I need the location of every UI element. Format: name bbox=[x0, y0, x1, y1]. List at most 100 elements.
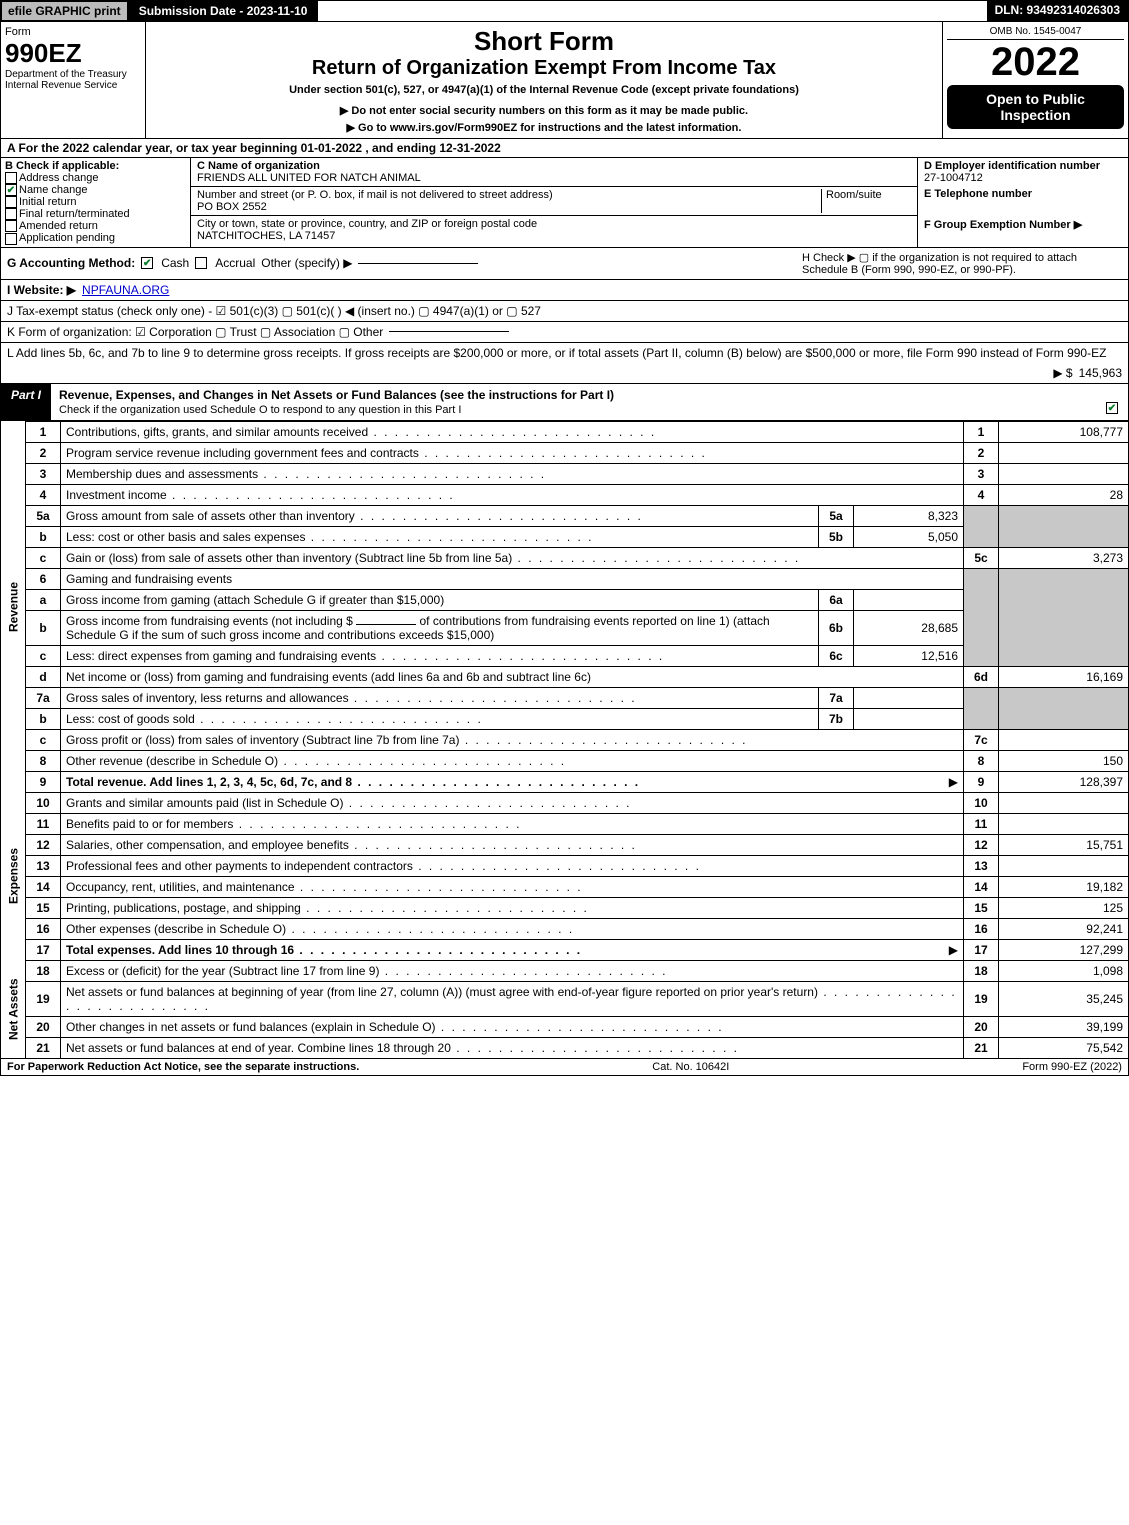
chk-application-label: Application pending bbox=[19, 232, 115, 244]
ln-6d-val: 16,169 bbox=[999, 666, 1129, 687]
submission-date-button[interactable]: Submission Date - 2023-11-10 bbox=[128, 1, 319, 21]
row-11: 11 Benefits paid to or for members 11 bbox=[1, 813, 1129, 834]
part1-sub: Check if the organization used Schedule … bbox=[59, 404, 461, 416]
ln-4-lbl: Investment income bbox=[66, 488, 455, 502]
top-bar: efile GRAPHIC print Submission Date - 20… bbox=[0, 0, 1129, 22]
header-center: Short Form Return of Organization Exempt… bbox=[146, 22, 943, 138]
ln-13-val bbox=[999, 855, 1129, 876]
form-word: Form bbox=[5, 26, 141, 38]
chk-address[interactable]: Address change bbox=[5, 172, 186, 184]
open-to-public: Open to Public Inspection bbox=[947, 85, 1124, 129]
chk-schedule-o[interactable]: ✔ bbox=[1106, 402, 1118, 414]
l-text: L Add lines 5b, 6c, and 7b to line 9 to … bbox=[7, 346, 1106, 360]
ln-6-lbl: Gaming and fundraising events bbox=[61, 568, 964, 589]
chk-accrual[interactable] bbox=[195, 257, 207, 269]
c-city-row: City or town, state or province, country… bbox=[191, 216, 917, 244]
org-city: NATCHITOCHES, LA 71457 bbox=[197, 230, 911, 242]
row-k: K Form of organization: ☑ Corporation ▢ … bbox=[0, 322, 1129, 343]
ln-9-val: 128,397 bbox=[999, 771, 1129, 792]
ln-15-cn: 15 bbox=[964, 897, 999, 918]
ln-19-num: 19 bbox=[26, 981, 61, 1016]
ln-3-lbl: Membership dues and assessments bbox=[66, 467, 546, 481]
website-link[interactable]: NPFAUNA.ORG bbox=[82, 283, 169, 297]
ln-19-val: 35,245 bbox=[999, 981, 1129, 1016]
chk-application[interactable]: Application pending bbox=[5, 232, 186, 244]
ln-17-arrow: ▶ bbox=[949, 943, 958, 957]
header-right: OMB No. 1545-0047 2022 Open to Public In… bbox=[943, 22, 1128, 138]
ln-7c-num: c bbox=[26, 729, 61, 750]
ln-15-lbl: Printing, publications, postage, and shi… bbox=[66, 901, 589, 915]
c-street-row: Number and street (or P. O. box, if mail… bbox=[191, 187, 917, 216]
efile-print-button[interactable]: efile GRAPHIC print bbox=[1, 1, 128, 21]
shade-5v bbox=[999, 505, 1129, 547]
form-header: Form 990EZ Department of the Treasury In… bbox=[0, 22, 1129, 139]
section-b: B Check if applicable: Address change ✔N… bbox=[1, 158, 191, 247]
ln-4-val: 28 bbox=[999, 484, 1129, 505]
chk-initial[interactable]: Initial return bbox=[5, 196, 186, 208]
note-goto: ▶ Go to www.irs.gov/Form990EZ for instru… bbox=[150, 121, 938, 134]
ln-6d-cn: 6d bbox=[964, 666, 999, 687]
irs-label: Internal Revenue Service bbox=[5, 80, 141, 91]
chk-name[interactable]: ✔Name change bbox=[5, 184, 186, 196]
info-grid: B Check if applicable: Address change ✔N… bbox=[0, 158, 1129, 248]
form-number: 990EZ bbox=[5, 38, 141, 69]
ln-14-cn: 14 bbox=[964, 876, 999, 897]
row-8: 8 Other revenue (describe in Schedule O)… bbox=[1, 750, 1129, 771]
ln-11-num: 11 bbox=[26, 813, 61, 834]
ln-7a-sv bbox=[854, 687, 964, 708]
other-specify-input[interactable] bbox=[358, 263, 478, 264]
cash-label: Cash bbox=[161, 256, 189, 270]
k-other-input[interactable] bbox=[389, 331, 509, 332]
row-6: 6 Gaming and fundraising events bbox=[1, 568, 1129, 589]
footer: For Paperwork Reduction Act Notice, see … bbox=[0, 1059, 1129, 1076]
ln-10-cn: 10 bbox=[964, 792, 999, 813]
part1-tab: Part I bbox=[1, 384, 51, 420]
part1-title: Revenue, Expenses, and Changes in Net As… bbox=[51, 384, 1128, 420]
chk-final-label: Final return/terminated bbox=[19, 208, 130, 220]
org-street: PO BOX 2552 bbox=[197, 201, 821, 213]
shade-6v bbox=[999, 568, 1129, 666]
header-left: Form 990EZ Department of the Treasury In… bbox=[1, 22, 146, 138]
row-7b: b Less: cost of goods sold 7b bbox=[1, 708, 1129, 729]
ln-7b-sv bbox=[854, 708, 964, 729]
ln-7b-num: b bbox=[26, 708, 61, 729]
ln-18-val: 1,098 bbox=[999, 960, 1129, 981]
ln-5c-num: c bbox=[26, 547, 61, 568]
room-suite-label: Room/suite bbox=[821, 189, 911, 213]
row-j: J Tax-exempt status (check only one) - ☑… bbox=[0, 301, 1129, 322]
ln-6a-num: a bbox=[26, 589, 61, 610]
ln-11-cn: 11 bbox=[964, 813, 999, 834]
row-5c: c Gain or (loss) from sale of assets oth… bbox=[1, 547, 1129, 568]
row-a: A For the 2022 calendar year, or tax yea… bbox=[0, 139, 1129, 158]
ln-7b-sn: 7b bbox=[819, 708, 854, 729]
shade-7 bbox=[964, 687, 999, 729]
ln-18-cn: 18 bbox=[964, 960, 999, 981]
ln-16-num: 16 bbox=[26, 918, 61, 939]
calc-table: Revenue 1 Contributions, gifts, grants, … bbox=[0, 421, 1129, 1059]
ln-6d-lbl: Net income or (loss) from gaming and fun… bbox=[61, 666, 964, 687]
ln-19-lbl: Net assets or fund balances at beginning… bbox=[66, 985, 957, 1013]
chk-cash[interactable]: ✔ bbox=[141, 257, 153, 269]
ln-3-val bbox=[999, 463, 1129, 484]
ln-13-num: 13 bbox=[26, 855, 61, 876]
chk-name-label: Name change bbox=[19, 184, 88, 196]
ln-1-lbl: Contributions, gifts, grants, and simila… bbox=[66, 425, 656, 439]
ln-17-cn: 17 bbox=[964, 939, 999, 960]
footer-left: For Paperwork Reduction Act Notice, see … bbox=[7, 1061, 359, 1073]
f-label: F Group Exemption Number ▶ bbox=[924, 218, 1122, 231]
k-text: K Form of organization: ☑ Corporation ▢ … bbox=[7, 325, 383, 339]
org-name: FRIENDS ALL UNITED FOR NATCH ANIMAL bbox=[197, 172, 911, 184]
chk-final[interactable]: Final return/terminated bbox=[5, 208, 186, 220]
l-value: 145,963 bbox=[1079, 366, 1122, 380]
row-4: 4 Investment income 4 28 bbox=[1, 484, 1129, 505]
ln-5a-num: 5a bbox=[26, 505, 61, 526]
ln-5a-sv: 8,323 bbox=[854, 505, 964, 526]
ln-12-val: 15,751 bbox=[999, 834, 1129, 855]
note-ssn: ▶ Do not enter social security numbers o… bbox=[150, 104, 938, 117]
ln-6b-amount-input[interactable] bbox=[356, 624, 416, 625]
ln-9-arrow: ▶ bbox=[949, 775, 958, 789]
ln-16-cn: 16 bbox=[964, 918, 999, 939]
footer-cat: Cat. No. 10642I bbox=[652, 1061, 729, 1073]
chk-amended[interactable]: Amended return bbox=[5, 220, 186, 232]
row-3: 3 Membership dues and assessments 3 bbox=[1, 463, 1129, 484]
